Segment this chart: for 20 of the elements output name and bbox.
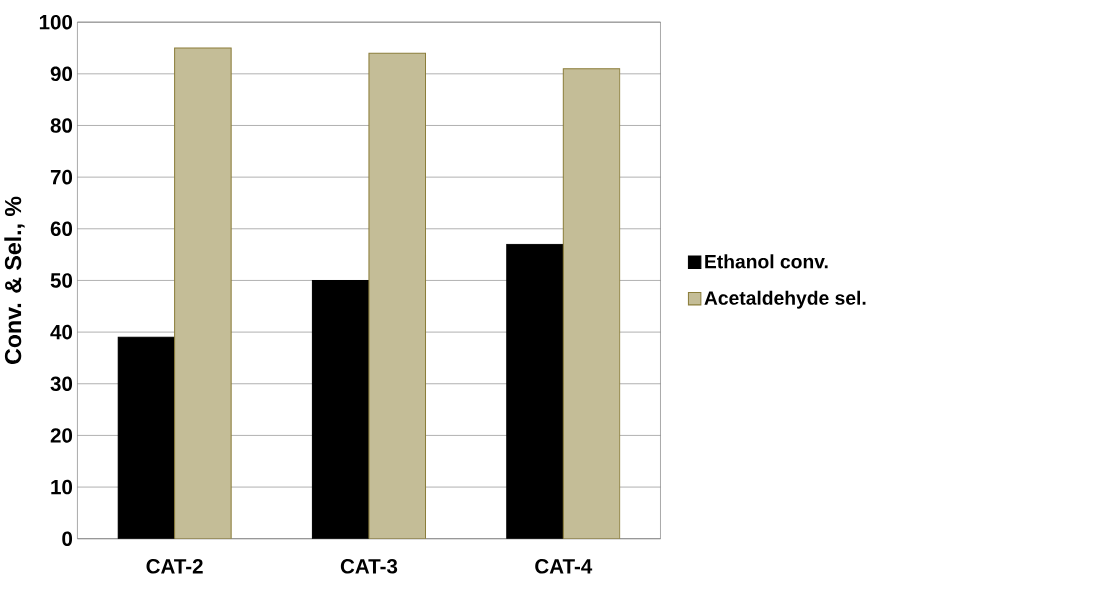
y-tick-label: 20 — [50, 428, 73, 443]
bar — [368, 52, 427, 539]
legend-label: Ethanol conv. — [705, 254, 828, 269]
y-tick-label: 100 — [39, 15, 73, 30]
y-tick-label: 10 — [51, 480, 73, 495]
y-tick-label: 60 — [50, 221, 73, 237]
y-tick-label: 90 — [50, 66, 73, 82]
bar — [174, 47, 232, 539]
legend-label: Acetaldehyde sel. — [704, 290, 866, 309]
y-tick-label: 30 — [50, 376, 73, 392]
x-tick-label: CAT-3 — [340, 559, 398, 574]
y-tick-label: 80 — [50, 118, 73, 133]
bar — [562, 68, 621, 539]
y-axis-title: Conv. & Sel., % — [4, 196, 25, 365]
y-tick-label: 40 — [50, 325, 73, 340]
y-tick-label: 0 — [62, 531, 73, 547]
y-tick-label: 50 — [50, 273, 73, 288]
y-tick-label: 70 — [50, 170, 73, 185]
x-tick-label: CAT-2 — [146, 559, 203, 574]
x-tick-label: CAT-4 — [535, 559, 593, 574]
